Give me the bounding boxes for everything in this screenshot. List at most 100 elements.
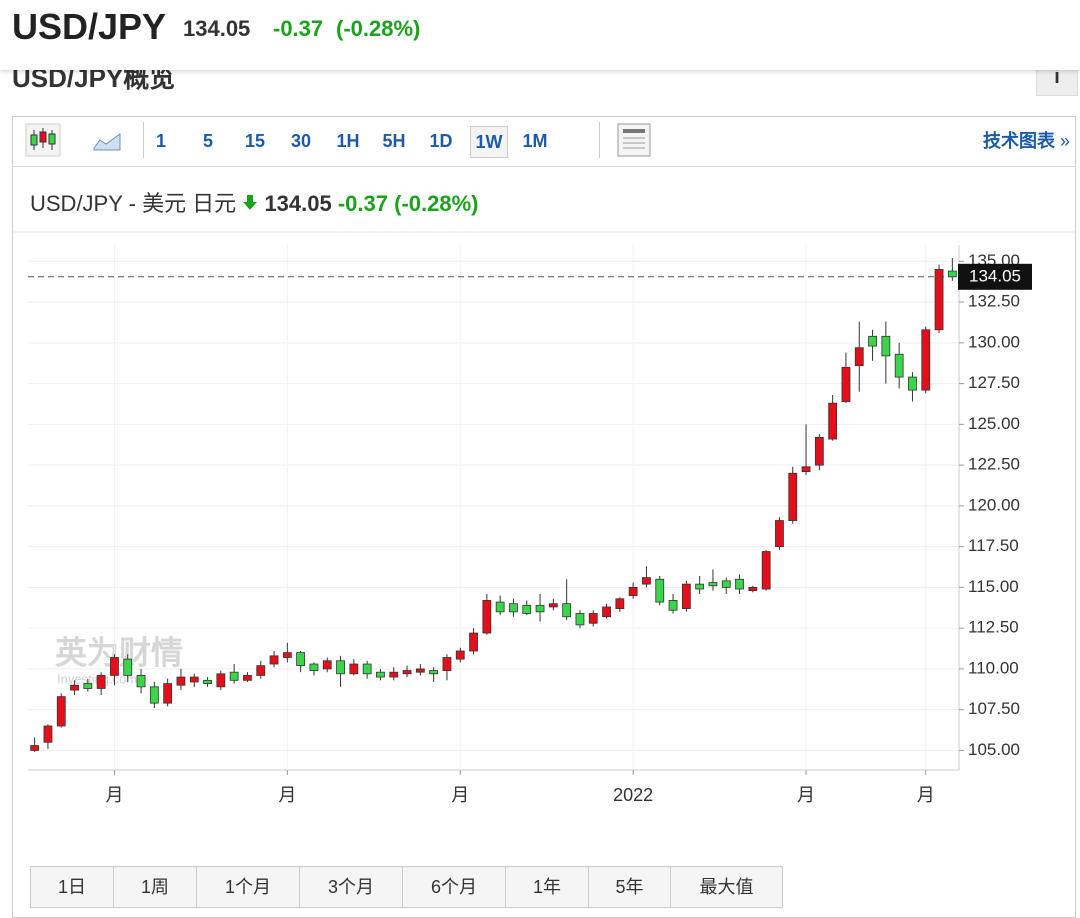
link-arrow[interactable]: » [1059, 131, 1070, 151]
candle-body [801, 466, 811, 473]
candle-body [96, 675, 106, 689]
candle-body [921, 329, 931, 391]
candle-body [934, 269, 944, 331]
interval-button[interactable]: 30 [290, 131, 312, 151]
candle-body [841, 366, 851, 402]
candle-body [389, 671, 399, 678]
range-button[interactable]: 3个月 [300, 867, 403, 907]
x-tick-label: 月 [278, 785, 296, 805]
candle-body [522, 604, 532, 614]
candle-body [376, 671, 385, 678]
candle-body [309, 663, 319, 671]
range-button[interactable]: 5年 [589, 867, 671, 907]
candle-body [947, 270, 957, 278]
candle-body [668, 600, 678, 611]
interval-button[interactable]: 15 [244, 131, 266, 151]
y-tick-label: 120.00 [968, 495, 1020, 514]
candle-body [828, 402, 838, 440]
x-tick-label: 月 [797, 785, 815, 805]
candle-body [402, 670, 412, 675]
candle-body [176, 676, 186, 686]
candle-body [482, 600, 492, 634]
candle-body [509, 603, 518, 613]
candle-body [243, 675, 252, 681]
down-arrow [243, 195, 258, 210]
candle-body [110, 657, 119, 676]
y-tick-label: 115.00 [968, 577, 1019, 596]
candle-body [455, 650, 465, 660]
y-tick-label: 110.00 [968, 658, 1019, 677]
chart: 105.00 107.50 110.00 112.50 115.00 117.50 120.… [12, 231, 1076, 805]
x-tick-label: 月 [105, 785, 123, 805]
candle-body [615, 598, 625, 609]
candle-body [296, 652, 306, 667]
interval-button[interactable]: 1M [522, 131, 548, 151]
tech-chart-link[interactable]: 技术图表 » [983, 126, 1070, 156]
y-tick-label: 107.50 [968, 699, 1020, 718]
y-tick-label: 130.00 [968, 332, 1020, 351]
range-button[interactable]: 1个月 [197, 867, 300, 907]
chart-price: 134.05 [264, 191, 332, 216]
candle-body [681, 583, 691, 609]
range-button[interactable]: 最大值 [671, 867, 782, 907]
candle-body [216, 673, 226, 688]
chart-type-icons[interactable] [12, 116, 142, 166]
candle-body [721, 580, 731, 588]
x-tick-label: 2022 [613, 785, 653, 805]
interval-button[interactable]: 5 [202, 131, 213, 151]
interval-button[interactable]: 1D [429, 131, 453, 151]
candle-body [894, 353, 904, 378]
interval-button[interactable]: 1W [470, 126, 508, 158]
interval-button[interactable]: 1 [155, 131, 166, 151]
candle-body [282, 652, 292, 658]
table-icon[interactable] [616, 116, 656, 166]
candle-body [229, 671, 239, 681]
y-tick-label: 112.50 [968, 618, 1019, 637]
symbol: USD/JPY [12, 6, 167, 47]
range-button[interactable]: 1日 [31, 867, 114, 907]
candle-body [562, 603, 572, 618]
candle-body [322, 660, 332, 670]
candle-body [908, 376, 917, 391]
candle-body [814, 436, 824, 466]
candle-body [535, 604, 545, 613]
candle-body [163, 683, 173, 704]
last-price-label: 134.05 [969, 266, 1021, 285]
chart-change: -0.37 [337, 191, 389, 216]
interval-button[interactable]: 1H [336, 131, 360, 151]
candle-body [83, 683, 93, 689]
y-tick-label: 125.00 [968, 414, 1020, 433]
candle-body [123, 658, 133, 676]
candle-body [495, 601, 505, 613]
chart-heading: USD/JPY - 美元 日元 134.05 -0.37 (-0.28%) [30, 186, 479, 218]
candle-body [349, 663, 359, 675]
candle-body [642, 577, 651, 585]
range-button[interactable]: 6个月 [403, 867, 506, 907]
candle-body [708, 582, 718, 587]
candle-body [269, 655, 279, 665]
candle-body [868, 335, 877, 347]
candle-body [655, 578, 665, 603]
candle-body [588, 613, 598, 624]
candle-body [748, 586, 758, 592]
candle-body [602, 606, 611, 618]
range-button[interactable]: 1周 [114, 867, 197, 907]
watermark: 英为财情 [55, 634, 183, 670]
candle-body [575, 613, 585, 626]
candle-body [628, 586, 638, 596]
x-tick-label: 月 [451, 785, 469, 805]
range-button[interactable]: 1年 [506, 867, 589, 907]
candle-body [203, 679, 212, 684]
candle-body [136, 675, 146, 688]
candle-body [149, 686, 159, 704]
candle-body [256, 665, 266, 676]
interval-button[interactable]: 5H [382, 131, 406, 151]
link-text[interactable]: 技术图表 [982, 131, 1055, 151]
candle-body [854, 347, 864, 367]
change: -0.37 [273, 16, 324, 41]
candle-body [788, 472, 798, 521]
candle-body [189, 676, 199, 683]
candle-body [362, 663, 372, 675]
candle-body [336, 660, 345, 675]
x-tick-label: 月 [917, 785, 935, 805]
